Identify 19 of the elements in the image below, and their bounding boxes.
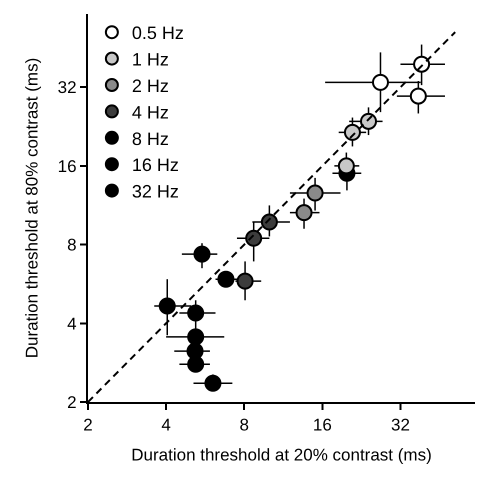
- y-tick-label: 2: [67, 392, 77, 412]
- x-tick-label: 4: [161, 415, 171, 434]
- y-axis-title: Duration threshold at 80% contrast (ms): [22, 58, 42, 358]
- legend-label: 0.5 Hz: [132, 23, 184, 44]
- x-tick-label: 8: [239, 415, 249, 434]
- y-tick-label: 4: [67, 314, 77, 334]
- x-tick-label: 32: [391, 415, 410, 434]
- x-axis-title: Duration threshold at 20% contrast (ms): [131, 445, 432, 464]
- legend-label: 4 Hz: [132, 102, 169, 122]
- y-tick-label: 8: [67, 236, 77, 255]
- legend-label: 16 Hz: [132, 155, 179, 176]
- legend-label: 2 Hz: [132, 76, 169, 96]
- x-tick-label: 16: [312, 415, 332, 434]
- x-tick-label: 2: [83, 415, 93, 434]
- legend-label: 1 Hz: [132, 50, 169, 70]
- y-tick-label: 32: [58, 78, 77, 98]
- legend-label: 32 Hz: [132, 182, 179, 202]
- legend-label: 8 Hz: [132, 128, 169, 149]
- y-tick-label: 16: [58, 156, 77, 176]
